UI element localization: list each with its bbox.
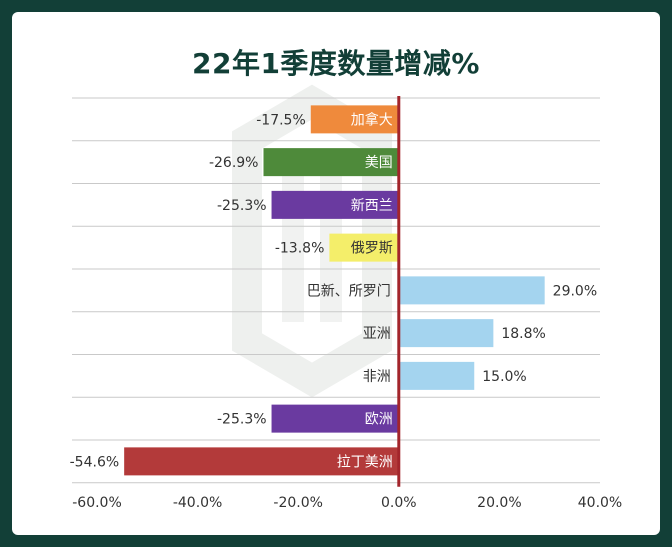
category-label: 亚洲 (363, 326, 391, 342)
x-tick-label: 40.0% (578, 495, 622, 511)
value-label: -54.6% (70, 454, 120, 470)
value-label: -17.5% (256, 112, 306, 128)
bar (398, 276, 545, 305)
x-tick-label: -40.0% (173, 495, 223, 511)
x-tick-label: 20.0% (477, 495, 521, 511)
value-label: 29.0% (553, 283, 597, 299)
value-label: 15.0% (482, 369, 526, 385)
value-label: 18.8% (501, 326, 545, 342)
category-label: 新西兰 (351, 198, 393, 214)
category-label: 加拿大 (351, 111, 393, 128)
chart-card: 22年1季度数量增减% 加拿大 -17.5% 美国 -26.9% 新西兰 -25.3% 俄罗… (12, 12, 660, 535)
x-tick-label: 0.0% (381, 495, 417, 511)
bar (398, 319, 494, 348)
bar (271, 404, 399, 433)
category-label: 俄罗斯 (351, 241, 393, 257)
value-label: -25.3% (217, 412, 267, 428)
value-label: -25.3% (217, 198, 267, 214)
category-label: 美国 (365, 155, 393, 171)
category-label: 巴新、所罗门 (307, 283, 391, 299)
bar (310, 105, 399, 134)
bar (329, 233, 399, 262)
x-tick-label: -60.0% (72, 495, 122, 511)
category-label: 拉丁美洲 (337, 454, 393, 470)
bar (271, 190, 399, 219)
bar (124, 447, 399, 476)
category-label: 欧洲 (365, 412, 393, 428)
value-label: -26.9% (209, 155, 259, 171)
value-label: -13.8% (275, 241, 325, 257)
category-label: 非洲 (363, 369, 391, 385)
bar (263, 148, 399, 177)
x-tick-label: -20.0% (273, 495, 323, 511)
bar-chart: 加拿大 -17.5% 美国 -26.9% 新西兰 -25.3% 俄罗斯 -13.8% 巴新、所罗… (70, 84, 622, 511)
bar (398, 361, 475, 390)
chart-title: 22年1季度数量增减% (191, 47, 480, 80)
